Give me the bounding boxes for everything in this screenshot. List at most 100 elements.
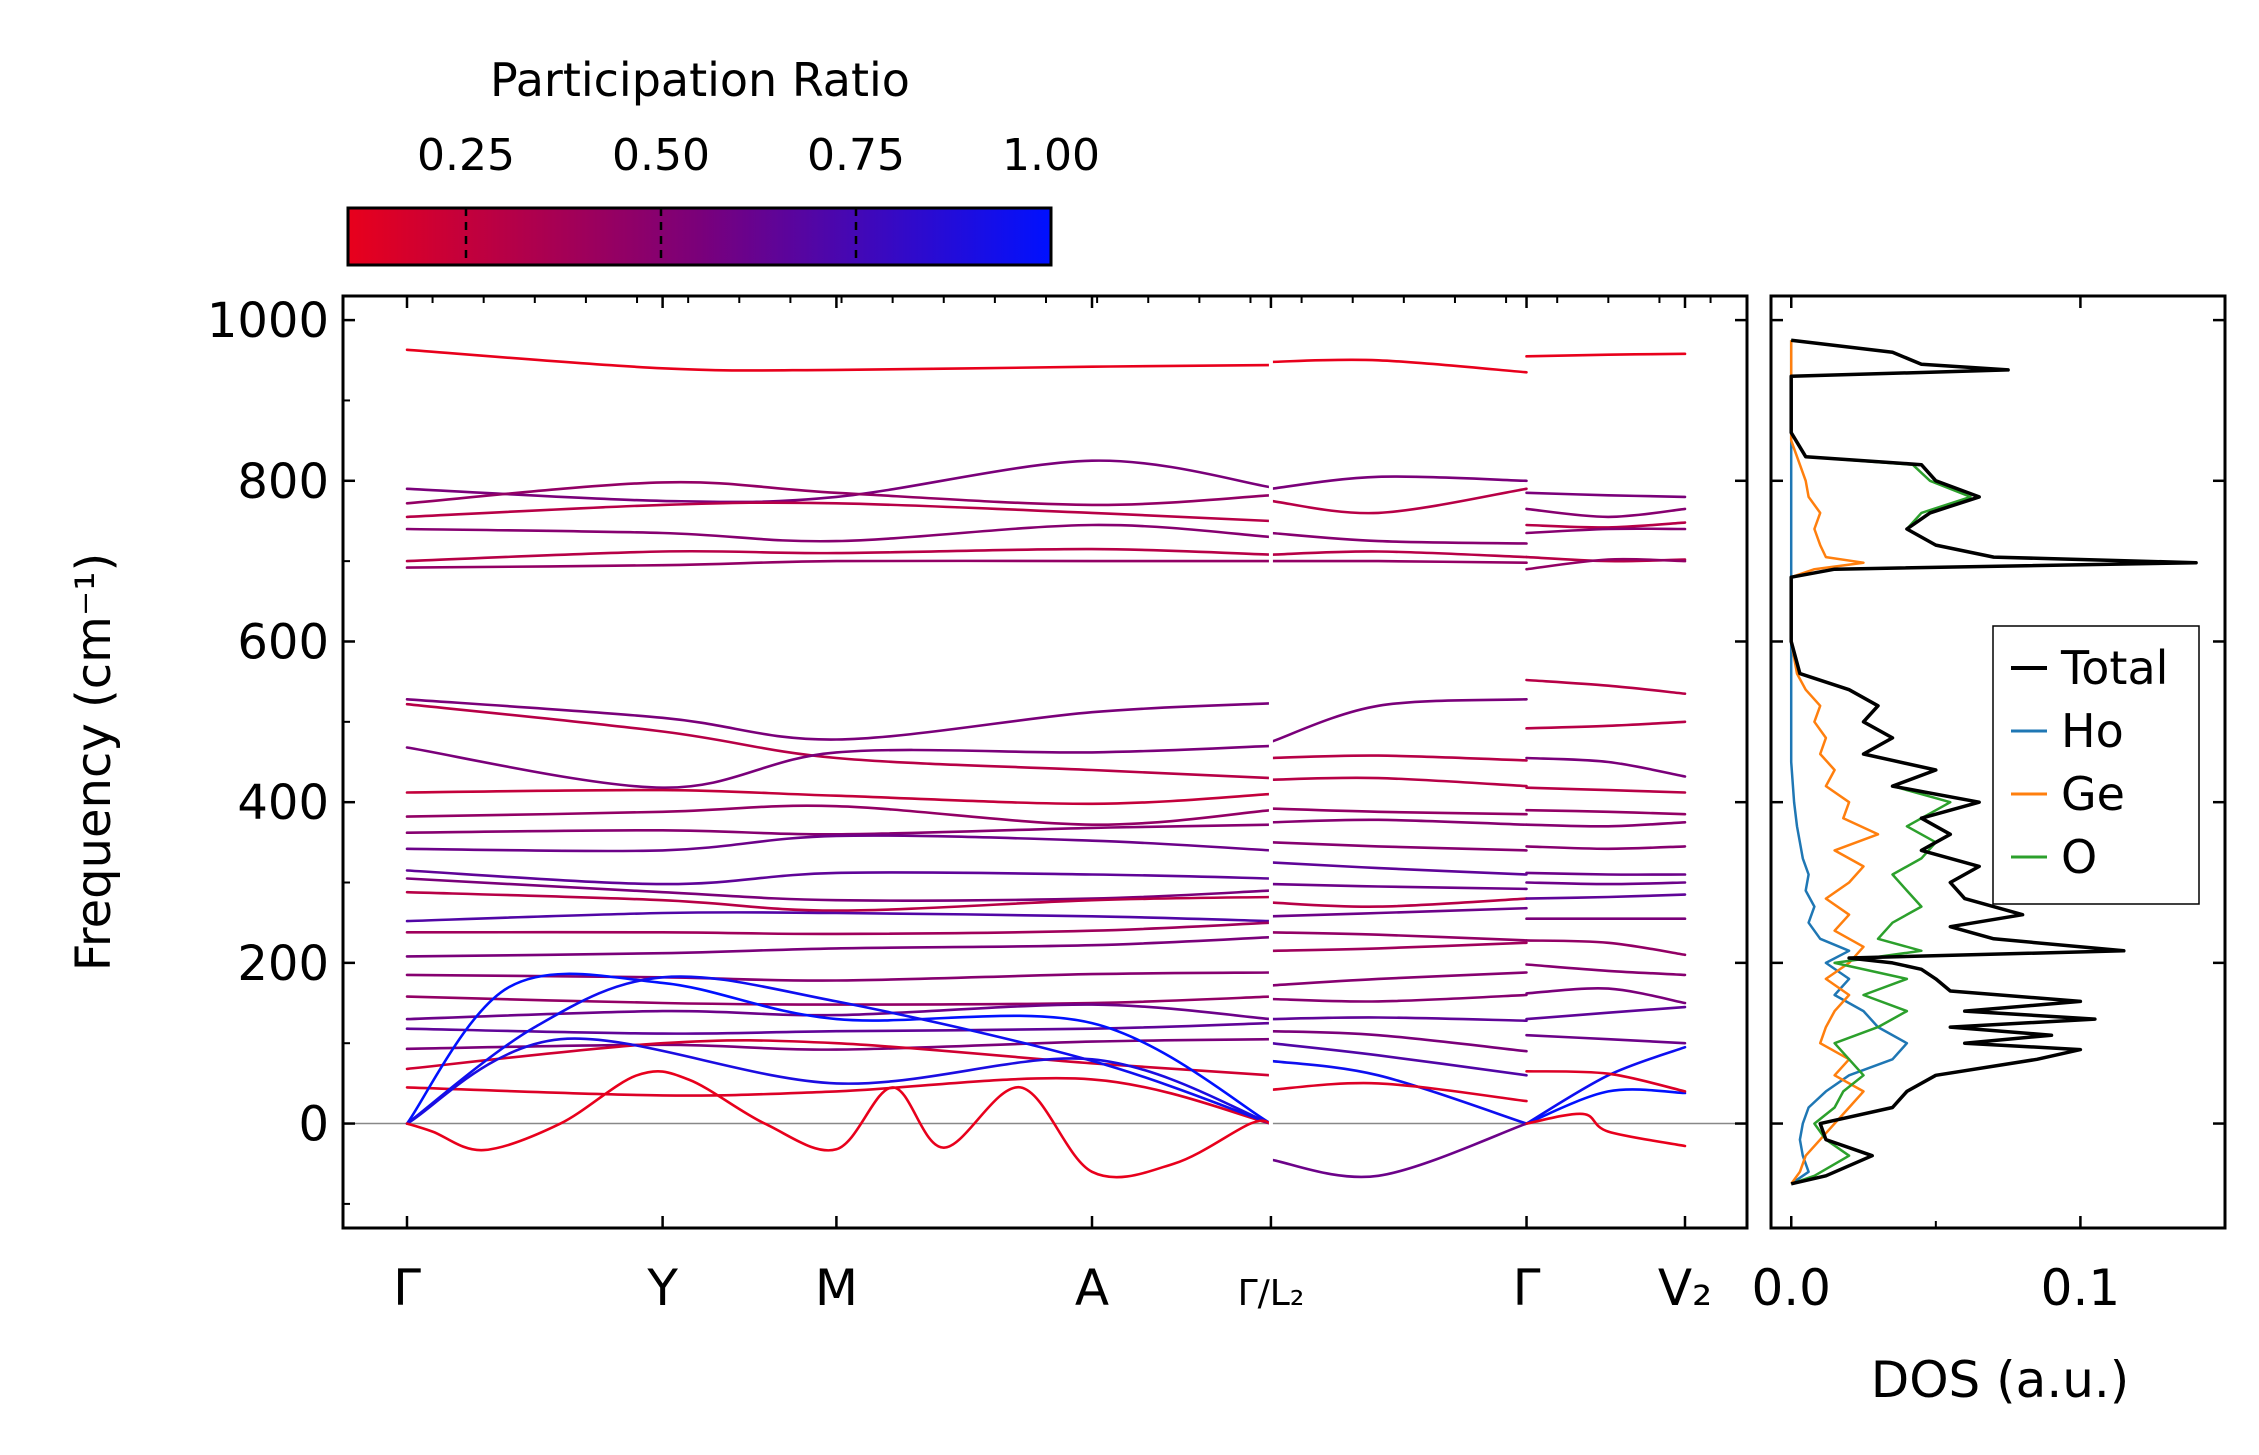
band-seg1-line-1 — [1269, 475, 1528, 491]
band-seg1-line-9 — [1269, 807, 1528, 816]
band-xtick-label-0: Γ — [393, 1259, 421, 1317]
band-seg1-line-13 — [1269, 882, 1528, 891]
band-seg1-line-6 — [1269, 698, 1528, 744]
band-seg0-line-13 — [405, 834, 1273, 853]
band-ytick-label-0: 0 — [298, 1097, 329, 1153]
colorbar: Participation Ratio 0.25 0.50 0.75 1.00 — [346, 53, 1100, 267]
band-seg1-line-3 — [1269, 531, 1528, 545]
band-seg2-line-3 — [1525, 521, 1687, 529]
band-seg1-line-19 — [1269, 993, 1528, 1003]
band-seg1-line-4 — [1269, 550, 1528, 559]
dos-xtick-label-1: 0.1 — [2041, 1259, 2121, 1317]
band-seg2-line-12 — [1525, 821, 1687, 828]
band-seg0-line-2 — [405, 480, 1273, 507]
legend-label-ho: Ho — [2061, 704, 2124, 758]
band-seg0-line-3 — [405, 501, 1273, 523]
band-seg0-line-28 — [405, 975, 1273, 1125]
band-seg0-line-22 — [405, 1003, 1273, 1021]
band-seg0-line-17 — [405, 910, 1273, 923]
band-seg0-line-12 — [405, 823, 1273, 836]
band-seg0-line-27 — [405, 972, 1273, 1125]
band-seg0-line-1 — [405, 459, 1273, 504]
band-seg2-line-10 — [1525, 786, 1687, 794]
band-seg1-line-18 — [1269, 971, 1528, 987]
band-seg2-line-4 — [1525, 527, 1687, 535]
band-seg0-line-25 — [405, 1039, 1273, 1077]
colorbar-tick-label-1: 0.50 — [612, 130, 710, 181]
band-seg1-line-0 — [1269, 358, 1528, 374]
band-seg0-line-29 — [405, 1037, 1273, 1125]
band-seg1-line-22 — [1269, 1041, 1528, 1077]
band-seg0-line-24 — [405, 1037, 1273, 1051]
band-seg0-line-10 — [405, 788, 1273, 806]
band-seg1-line-21 — [1269, 1029, 1528, 1053]
band-seg2-line-2 — [1525, 507, 1687, 519]
colorbar-tick-label-2: 0.75 — [807, 130, 905, 181]
band-seg0-line-16 — [405, 890, 1273, 912]
band-seg1-line-25 — [1269, 1122, 1528, 1179]
band-seg0-line-8 — [405, 702, 1273, 780]
colorbar-tick-label-0: 0.25 — [417, 130, 515, 181]
band-seg0-line-23 — [405, 1021, 1273, 1035]
band-ytick-label-600: 600 — [237, 614, 329, 670]
band-ytick-label-800: 800 — [237, 454, 329, 510]
band-seg0-line-19 — [405, 935, 1273, 958]
band-seg2-line-20 — [1525, 987, 1687, 1005]
dos-line-total — [1789, 338, 2198, 1186]
band-seg1-line-14 — [1269, 897, 1528, 908]
band-seg0-line-7 — [405, 698, 1273, 741]
band-y-axis-label: Frequency (cm⁻¹) — [66, 553, 122, 971]
band-seg0-line-4 — [405, 523, 1273, 543]
band-seg0-line-6 — [405, 559, 1273, 569]
band-xtick-label-2: M — [815, 1259, 858, 1317]
band-seg1-line-16 — [1269, 931, 1528, 942]
legend-label-ge: Ge — [2061, 767, 2125, 821]
band-structure-panel: 0 200 400 600 800 1000 Γ Y M A Γ/L₂ Γ V₂ Frequency (… — [66, 293, 1749, 1317]
band-seg1-line-23 — [1269, 1059, 1528, 1125]
dos-line-ho — [1789, 340, 1909, 1185]
band-plot-frame — [341, 294, 1749, 1230]
legend-label-total: Total — [2060, 641, 2168, 695]
dos-line-ge — [1789, 340, 1880, 1185]
band-ytick-label-1000: 1000 — [207, 293, 329, 349]
band-xtick-label-6: V₂ — [1658, 1259, 1712, 1317]
band-seg1-line-2 — [1269, 487, 1528, 515]
band-seg0-line-14 — [405, 869, 1273, 886]
band-ytick-label-400: 400 — [237, 775, 329, 831]
colorbar-gradient — [346, 206, 1053, 267]
band-seg2-line-7 — [1525, 678, 1687, 695]
band-seg0-line-26 — [405, 1076, 1273, 1125]
dos-x-axis-label: DOS (a.u.) — [1871, 1351, 2130, 1409]
band-seg0-line-21 — [405, 995, 1273, 1006]
band-seg2-line-26 — [1525, 1112, 1687, 1148]
band-seg2-line-21 — [1525, 1005, 1687, 1021]
band-seg2-line-13 — [1525, 845, 1687, 851]
band-seg2-line-24 — [1525, 1088, 1687, 1125]
band-seg2-line-16 — [1525, 893, 1687, 900]
band-seg2-line-8 — [1525, 720, 1687, 730]
band-ytick-label-200: 200 — [237, 936, 329, 992]
band-seg0-line-0 — [405, 348, 1273, 372]
colorbar-title: Participation Ratio — [490, 53, 910, 107]
dos-legend: Total Ho Ge O — [1992, 625, 2200, 905]
band-seg1-line-17 — [1269, 941, 1528, 953]
band-seg1-line-10 — [1269, 818, 1528, 826]
band-seg2-line-19 — [1525, 963, 1687, 977]
band-seg2-line-0 — [1525, 352, 1687, 358]
band-seg2-line-18 — [1525, 939, 1687, 957]
dos-plot-frame — [1769, 294, 2227, 1230]
band-seg1-line-20 — [1269, 1016, 1528, 1022]
band-seg2-line-6 — [1525, 557, 1687, 571]
colorbar-tick-label-3: 1.00 — [1002, 130, 1100, 181]
band-seg1-line-15 — [1269, 906, 1528, 918]
band-seg2-line-14 — [1525, 871, 1687, 876]
band-xtick-label-4: Γ/L₂ — [1238, 1273, 1305, 1314]
band-seg0-line-11 — [405, 804, 1273, 827]
band-seg2-line-25 — [1525, 1070, 1687, 1093]
band-xtick-label-3: A — [1075, 1259, 1109, 1317]
band-seg2-line-22 — [1525, 1033, 1687, 1045]
band-seg2-line-11 — [1525, 808, 1687, 816]
band-xtick-label-1: Y — [646, 1259, 678, 1317]
legend-label-o: O — [2061, 830, 2097, 884]
